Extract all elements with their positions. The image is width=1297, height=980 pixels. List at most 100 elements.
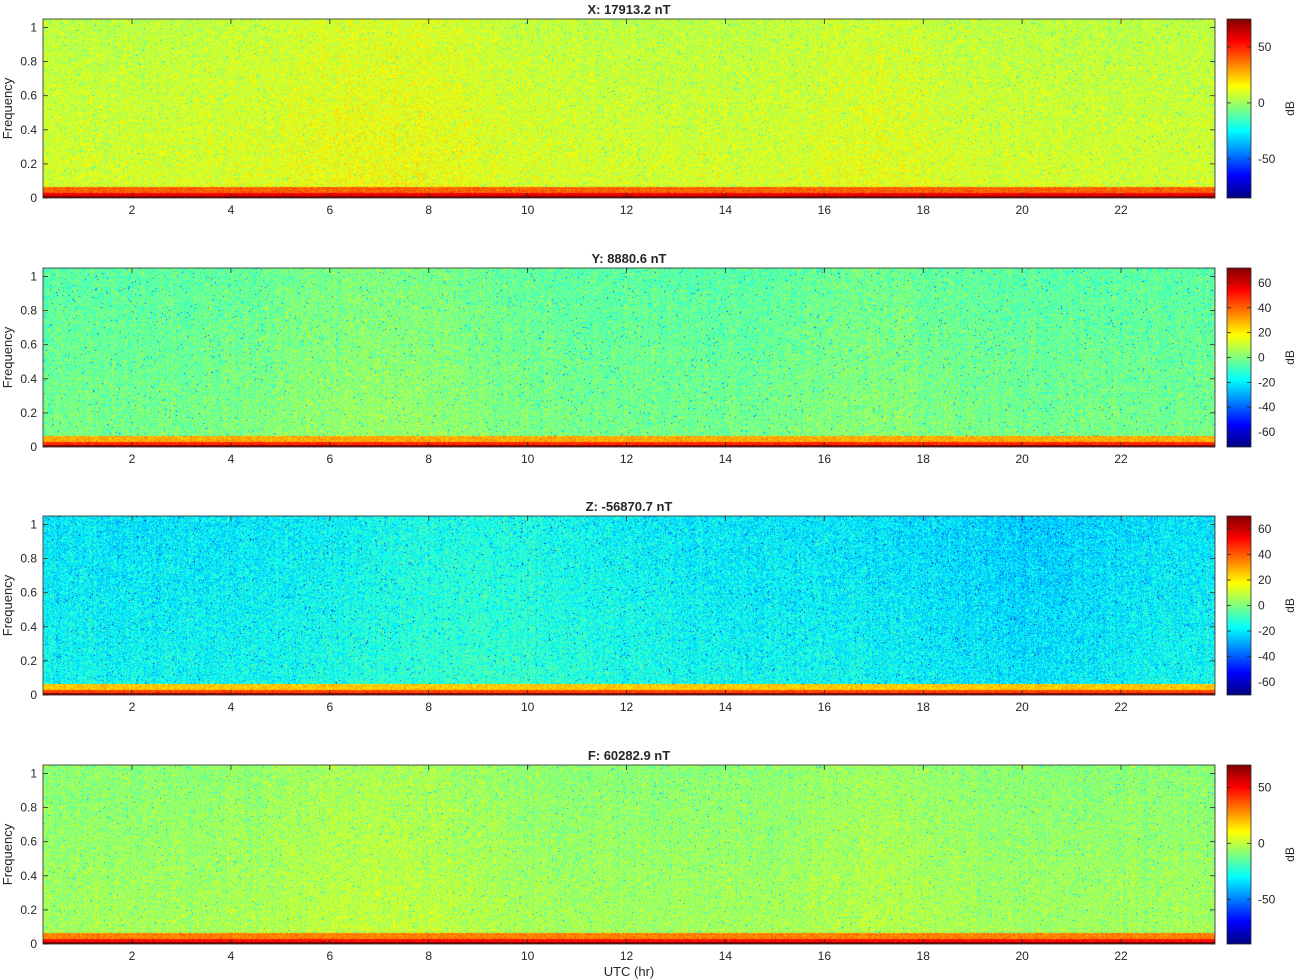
x-tick-label: 22 <box>1114 700 1128 714</box>
colorbar-label: dB <box>1283 847 1297 862</box>
x-tick-label: 16 <box>818 949 832 963</box>
x-tick-label: 20 <box>1015 949 1029 963</box>
x-tick-label: 2 <box>129 452 136 466</box>
spectrogram-panel-3: 2 4 6 8 10 12 14 16 18 20 22 0 0.2 0.4 0.6 0.8 1 Z: -5687… <box>0 499 1297 714</box>
y-axis-label: Frequency <box>0 77 15 139</box>
x-tick-label: 8 <box>425 949 432 963</box>
y-tick-label: 0.6 <box>20 89 37 103</box>
plot-frame <box>42 18 1216 199</box>
plot-frame <box>42 515 1216 696</box>
colorbar-tick-label: 20 <box>1258 573 1272 587</box>
x-tick-label: 10 <box>521 203 535 217</box>
x-tick-label: 10 <box>521 700 535 714</box>
y-tick-label: 1 <box>30 21 37 35</box>
x-tick-label: 22 <box>1114 203 1128 217</box>
y-tick-label: 0.4 <box>20 123 37 137</box>
panel-title: F: 60282.9 nT <box>588 748 670 763</box>
colorbar <box>1226 18 1252 199</box>
spectrogram-panel-4: 2 4 6 8 10 12 14 16 18 20 22 0 0.2 0.4 0.6 0.8 1 F: 60282… <box>0 748 1297 979</box>
panel-title: Z: -56870.7 nT <box>586 499 673 514</box>
x-tick-label: 12 <box>620 203 634 217</box>
x-tick-label: 4 <box>228 452 235 466</box>
y-tick-label: 0 <box>30 937 37 951</box>
x-tick-label: 4 <box>228 949 235 963</box>
y-tick-label: 0.2 <box>20 903 37 917</box>
x-tick-label: 16 <box>818 700 832 714</box>
x-tick-label: 12 <box>620 452 634 466</box>
colorbar-label: dB <box>1283 350 1297 365</box>
x-tick-label: 20 <box>1015 700 1029 714</box>
x-tick-label: 16 <box>818 452 832 466</box>
y-tick-label: 0 <box>30 688 37 702</box>
colorbar-tick-label: -20 <box>1258 624 1276 638</box>
x-tick-label: 12 <box>620 700 634 714</box>
x-tick-label: 14 <box>719 203 733 217</box>
x-tick-label: 18 <box>917 452 931 466</box>
colorbar-tick-label: 0 <box>1258 96 1265 110</box>
colorbar-tick-label: -50 <box>1258 892 1276 906</box>
x-tick-label: 8 <box>425 203 432 217</box>
x-tick-label: 6 <box>326 452 333 466</box>
spectrogram-panel-1: 2 4 6 8 10 12 14 16 18 20 22 0 0.2 0.4 0.6 0.8 1 X: 17913… <box>0 2 1297 217</box>
spectrogram-heatmap <box>43 19 1215 198</box>
x-tick-label: 4 <box>228 203 235 217</box>
y-tick-label: 0.6 <box>20 586 37 600</box>
x-axis-label: UTC (hr) <box>604 964 655 979</box>
y-axis-label: Frequency <box>0 326 15 388</box>
x-tick-label: 2 <box>129 700 136 714</box>
x-tick-label: 10 <box>521 452 535 466</box>
y-tick-label: 0.8 <box>20 552 37 566</box>
y-tick-label: 0.4 <box>20 620 37 634</box>
colorbar-tick-label: 60 <box>1258 276 1272 290</box>
colorbar-tick-label: 0 <box>1258 351 1265 365</box>
y-tick-label: 0.8 <box>20 55 37 69</box>
colorbar-tick-label: 50 <box>1258 40 1272 54</box>
panel-title: X: 17913.2 nT <box>587 2 670 17</box>
x-tick-label: 6 <box>326 949 333 963</box>
x-tick-label: 14 <box>719 949 733 963</box>
colorbar-tick-label: -50 <box>1258 152 1276 166</box>
x-tick-label: 18 <box>917 700 931 714</box>
x-tick-label: 12 <box>620 949 634 963</box>
plot-frame <box>42 267 1216 448</box>
x-tick-label: 14 <box>719 700 733 714</box>
colorbar-tick-label: -40 <box>1258 650 1276 664</box>
x-tick-label: 18 <box>917 949 931 963</box>
colorbar-tick-label: 40 <box>1258 547 1272 561</box>
x-tick-label: 4 <box>228 700 235 714</box>
colorbar-tick-label: 60 <box>1258 522 1272 536</box>
colorbar <box>1226 764 1252 945</box>
x-tick-label: 8 <box>425 452 432 466</box>
y-tick-label: 1 <box>30 767 37 781</box>
colorbar-tick-label: 50 <box>1258 780 1272 794</box>
colorbar-tick-label: 0 <box>1258 599 1265 613</box>
y-tick-label: 0.4 <box>20 869 37 883</box>
spectrogram-panel-2: 2 4 6 8 10 12 14 16 18 20 22 0 0.2 0.4 0.6 0.8 1 Y: 8880.… <box>0 251 1297 466</box>
x-tick-label: 8 <box>425 700 432 714</box>
colorbar-tick-label: 20 <box>1258 326 1272 340</box>
x-tick-label: 2 <box>129 949 136 963</box>
x-tick-label: 14 <box>719 452 733 466</box>
x-tick-label: 20 <box>1015 203 1029 217</box>
y-tick-label: 0.8 <box>20 304 37 318</box>
x-tick-label: 22 <box>1114 949 1128 963</box>
x-tick-label: 18 <box>917 203 931 217</box>
colorbar-tick-label: -60 <box>1258 675 1276 689</box>
spectrogram-heatmap <box>43 516 1215 695</box>
x-tick-label: 6 <box>326 700 333 714</box>
y-tick-label: 1 <box>30 518 37 532</box>
y-axis-label: Frequency <box>0 574 15 636</box>
y-tick-label: 0.2 <box>20 157 37 171</box>
y-tick-label: 0.2 <box>20 406 37 420</box>
colorbar-tick-label: 40 <box>1258 301 1272 315</box>
panel-title: Y: 8880.6 nT <box>592 251 667 266</box>
y-axis-label: Frequency <box>0 823 15 885</box>
colorbar-label: dB <box>1283 101 1297 116</box>
colorbar-label: dB <box>1283 598 1297 613</box>
y-tick-label: 1 <box>30 270 37 284</box>
spectrogram-heatmap <box>43 765 1215 944</box>
colorbar-tick-label: -20 <box>1258 375 1276 389</box>
y-tick-label: 0 <box>30 440 37 454</box>
colorbar-tick-label: -60 <box>1258 425 1276 439</box>
spectrogram-heatmap <box>43 268 1215 447</box>
